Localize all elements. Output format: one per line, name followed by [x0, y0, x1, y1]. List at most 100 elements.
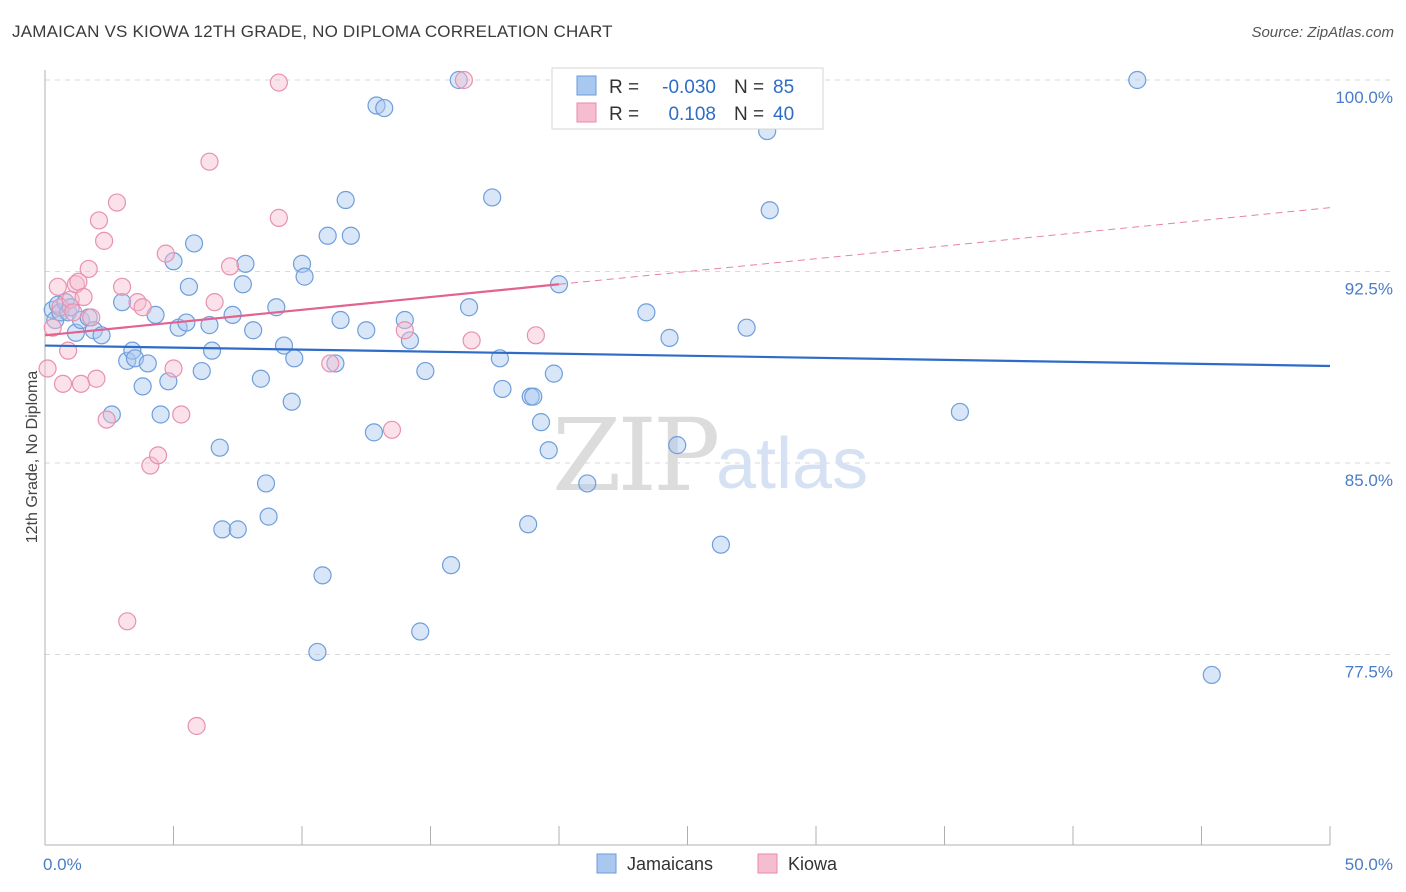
jamaican-point — [259, 507, 278, 526]
jamaican-point — [357, 321, 376, 340]
legend-r-label: R = — [609, 77, 639, 98]
kiowa-point — [454, 70, 474, 90]
legend-n-label: N = — [734, 77, 764, 98]
jamaican-point — [51, 303, 70, 322]
series-legend: Jamaicans Kiowa — [596, 853, 838, 874]
jamaican-point — [341, 226, 360, 245]
kiowa-point — [148, 446, 168, 465]
kiowa-point — [164, 359, 183, 378]
kiowa-point — [118, 612, 137, 631]
chart-title: JAMAICAN VS KIOWA 12TH GRADE, NO DIPLOMA… — [12, 22, 613, 41]
y-axis-label: 12th Grade, No Diploma — [24, 371, 41, 544]
jamaican-point — [318, 226, 337, 245]
jamaican-point — [192, 361, 211, 381]
kiowa-point — [59, 341, 78, 360]
jamaican-point — [112, 293, 132, 312]
jamaican-trend-line — [44, 344, 1331, 368]
jamaican-point — [164, 252, 183, 271]
kiowa-point — [462, 331, 481, 350]
jamaican-point — [1128, 70, 1147, 90]
jamaican-point — [459, 298, 479, 317]
kiowa-point — [205, 293, 224, 312]
jamaican-point — [256, 474, 276, 493]
jamaican-point — [416, 361, 435, 381]
jamaican-point — [737, 318, 756, 337]
series-legend-swatch-jamaicans — [596, 853, 617, 874]
stats-legend-box — [551, 67, 824, 130]
legend-r-value: 0.108 — [668, 104, 716, 125]
kiowa-point — [269, 208, 288, 227]
kiowa-point — [74, 287, 93, 307]
jamaican-point — [223, 305, 242, 325]
jamaican-point — [449, 70, 468, 90]
jamaican-point — [295, 267, 314, 286]
jamaican-point — [950, 402, 970, 422]
x-tick-label: 0.0% — [43, 855, 82, 874]
series-legend-label-kiowa: Kiowa — [788, 854, 838, 874]
jamaican-point — [251, 369, 270, 388]
jamaican-point — [578, 474, 597, 493]
jamaican-point — [364, 423, 384, 442]
kiowa-point — [89, 211, 109, 230]
jamaican-point — [483, 188, 502, 207]
kiowa-point — [220, 257, 240, 276]
kiowa-point — [107, 193, 127, 212]
jamaican-point — [490, 349, 509, 368]
watermark-zip: ZIP — [552, 397, 717, 514]
jamaican-point — [133, 377, 152, 396]
kiowa-point — [64, 303, 83, 322]
jamaican-point — [61, 298, 80, 317]
kiowa-point — [79, 259, 98, 279]
legend-swatch-kiowa — [576, 102, 597, 123]
watermark-atlas: atlas — [716, 424, 868, 504]
kiowa-point — [87, 369, 106, 388]
jamaican-point — [244, 321, 263, 340]
jamaican-point — [637, 303, 656, 322]
axes — [44, 70, 1331, 846]
jamaican-point — [711, 535, 731, 554]
kiowa-point — [156, 244, 175, 263]
jamaican-point — [519, 515, 538, 534]
jamaican-point — [400, 331, 420, 350]
trend-lines — [44, 207, 1331, 368]
jamaican-point — [760, 201, 779, 220]
jamaican-point — [282, 392, 301, 411]
stats-legend: R = -0.030 N = 85 R = 0.108 N = 40 — [551, 67, 824, 130]
kiowa-point — [48, 277, 67, 296]
kiowa-point — [128, 293, 147, 312]
kiowa-point — [395, 321, 414, 340]
kiowa-point — [82, 308, 101, 327]
kiowa-point — [43, 318, 62, 337]
jamaican-point — [375, 98, 394, 118]
jamaican-point — [210, 438, 229, 457]
jamaican-point — [151, 405, 170, 424]
series-legend-swatch-kiowa — [757, 853, 778, 874]
jamaican-point — [326, 354, 345, 373]
jamaican-points — [43, 70, 1221, 685]
jamaican-point — [213, 520, 232, 539]
jamaican-point — [200, 316, 219, 335]
source-credit: Source: ZipAtlas.com — [1251, 24, 1394, 41]
jamaican-point — [1202, 665, 1221, 685]
jamaican-point — [441, 556, 461, 575]
kiowa-point — [200, 152, 219, 171]
legend-swatch-jamaicans — [576, 75, 597, 96]
jamaican-point — [313, 566, 332, 585]
jamaican-point — [308, 642, 327, 662]
series-legend-label-jamaicans: Jamaicans — [627, 854, 713, 874]
kiowa-trend-line — [44, 283, 560, 337]
jamaican-point — [531, 413, 551, 432]
y-tick-label: 77.5% — [1345, 663, 1393, 682]
jamaican-point — [544, 364, 563, 383]
kiowa-point — [187, 716, 206, 736]
kiowa-trend-extension — [558, 207, 1331, 285]
kiowa-point — [133, 298, 152, 317]
jamaican-point — [493, 379, 512, 399]
jamaican-point — [184, 234, 204, 253]
kiowa-point — [526, 326, 545, 345]
jamaican-point — [668, 436, 687, 455]
legend-r-label: R = — [609, 104, 639, 125]
kiowa-point — [269, 73, 288, 92]
jamaican-point — [411, 622, 430, 641]
tick-labels: 100.0% 92.5% 85.0% 77.5% 0.0% 50.0% — [43, 88, 1393, 874]
